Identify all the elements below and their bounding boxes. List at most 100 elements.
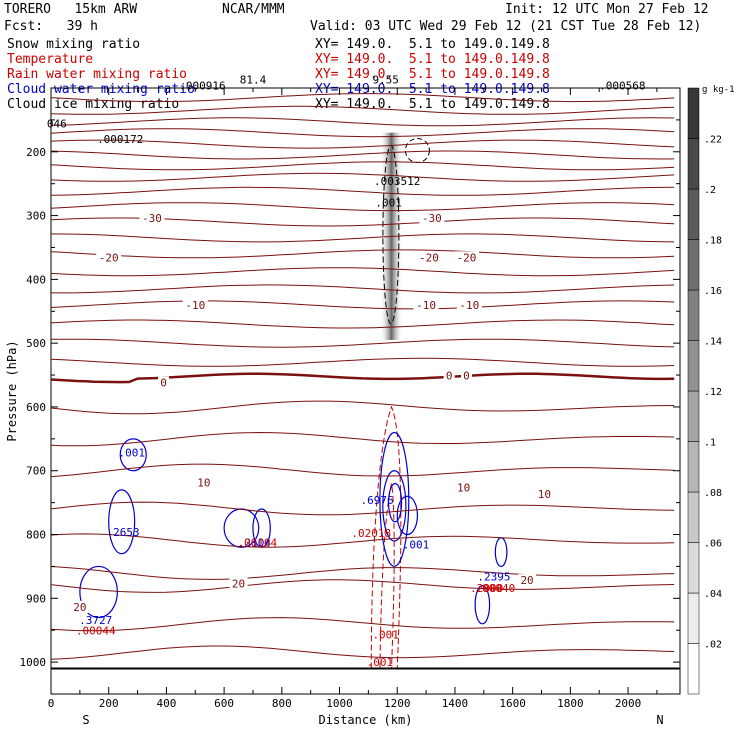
- freezing-level-line: [50, 372, 675, 384]
- max-value-label: .003512: [374, 175, 420, 188]
- temperature-label-bg: [158, 376, 170, 389]
- isotherm-line: [50, 400, 675, 415]
- isotherm-line: [50, 645, 675, 660]
- y-tick-label: 800: [26, 529, 46, 542]
- y-axis-label: Pressure (hPa): [5, 340, 19, 441]
- colorbar-tick-label: .2: [704, 185, 716, 196]
- isotherm-line: [50, 186, 675, 196]
- isotherm-line: [50, 117, 675, 127]
- colorbar-segment: [687, 340, 700, 392]
- max-value-label: .6976: [360, 494, 393, 507]
- temperature-label: 10: [197, 476, 210, 489]
- field-name-snow: Snow mixing ratio: [7, 37, 141, 52]
- field-xy-snow: XY= 149.0. 5.1 to 149.0.149.8: [315, 37, 550, 52]
- cloud-water-contour: [396, 495, 419, 536]
- colorbar-segment: [687, 138, 700, 190]
- y-tick-label: 900: [26, 592, 46, 605]
- temperature-label-bg: [454, 481, 473, 494]
- colorbar-segment: [687, 188, 700, 240]
- colorbar-segment: [687, 87, 700, 139]
- max-value-label: .00044: [76, 625, 116, 638]
- x-tick-label: 600: [214, 697, 234, 710]
- cloud-water-contour: [474, 584, 491, 625]
- field-name-cloud-water: Cloud water mixing ratio: [7, 82, 195, 97]
- max-value-label: .000172: [97, 133, 143, 146]
- max-value-label: .001: [403, 539, 430, 552]
- field-name-cloud-ice: Cloud ice mixing ratio: [7, 97, 180, 112]
- colorbar-segment: [687, 441, 700, 493]
- cloud-ice-contour: [404, 138, 430, 164]
- temperature-label: 0: [160, 376, 167, 389]
- temperature-label: 10: [457, 482, 470, 495]
- colorbar-tick-label: .22: [704, 135, 722, 146]
- organization-label: NCAR/MMM: [222, 2, 285, 17]
- max-value-label: .001: [375, 197, 402, 210]
- isotherm-line: [50, 617, 675, 632]
- rain-water-contour: [370, 405, 402, 669]
- y-tick-label: 600: [26, 401, 46, 414]
- isotherm-line: [51, 284, 675, 294]
- max-value-label: .2104: [238, 537, 271, 550]
- colorbar-tick-label: .08: [704, 488, 722, 499]
- isotherm-line: [50, 172, 675, 182]
- isotherm-line: [50, 128, 675, 138]
- temperature-label: 20: [520, 574, 533, 587]
- field-name-temperature: Temperature: [7, 52, 94, 67]
- rain-water-contour: [379, 483, 395, 669]
- x-end-label-north: N: [656, 713, 663, 727]
- temperature-label-bg: [139, 211, 165, 224]
- max-value-label: .000568: [599, 79, 645, 92]
- field-name-rain: Rain water mixing ratio: [7, 67, 188, 82]
- model-title: TORERO 15km ARW: [4, 2, 138, 17]
- temperature-label-bg: [518, 574, 537, 587]
- x-tick-label: 1800: [557, 697, 584, 710]
- isotherm-line: [50, 161, 675, 171]
- max-value-label: .000916: [179, 79, 225, 92]
- max-value-label: .2000: [470, 582, 503, 595]
- colorbar-segment: [687, 390, 700, 442]
- cloud-water-contour: [494, 537, 508, 568]
- x-end-label-south: S: [82, 713, 89, 727]
- colorbar-units: g kg-1: [702, 85, 735, 95]
- x-tick-label: 200: [99, 697, 119, 710]
- max-value-label: 9.55: [372, 74, 399, 87]
- cloud-water-contour: [119, 438, 147, 472]
- isotherm-line: [50, 105, 675, 115]
- x-tick-label: 1400: [442, 697, 469, 710]
- temperature-label-bg: [416, 251, 442, 264]
- field-xy-rain: XY= 149.0. 5.1 to 149.0.149.8: [315, 67, 550, 82]
- max-value-label: 81.4: [240, 74, 267, 87]
- isotherm-line: [50, 202, 675, 212]
- temperature-label-bg: [419, 211, 445, 224]
- colorbar-segment: [687, 542, 700, 594]
- temperature-label-bg: [194, 476, 213, 489]
- temperature-label: -10: [459, 299, 479, 312]
- temperature-label: 10: [538, 488, 551, 501]
- colorbar-tick-label: .18: [704, 236, 722, 247]
- max-value-label: .001: [367, 656, 394, 669]
- isotherm-line: [50, 233, 675, 243]
- temperature-label-bg: [70, 600, 89, 613]
- cloud-water-contour: [387, 482, 403, 523]
- isotherm-line: [50, 579, 675, 593]
- isotherm-line: [50, 150, 675, 160]
- max-value-label: .00104: [237, 537, 277, 550]
- temperature-label: -10: [185, 299, 205, 312]
- max-value-label: .3727: [79, 614, 112, 627]
- temperature-label: -10: [416, 299, 436, 312]
- colorbar-segment: [687, 592, 700, 644]
- colorbar-tick-label: .1: [704, 438, 716, 449]
- max-value-label: .02018: [351, 527, 391, 540]
- y-tick-label: 200: [26, 146, 46, 159]
- plot-frame: [50, 87, 681, 695]
- cloud-water-contour: [382, 470, 407, 542]
- colorbar-segment: [687, 289, 700, 341]
- temperature-label-bg: [535, 487, 554, 500]
- temperature-label: 20: [73, 601, 86, 614]
- temperature-label-bg: [453, 251, 479, 264]
- x-tick-label: 800: [272, 697, 292, 710]
- max-value-label: .001: [119, 447, 146, 460]
- temperature-label-bg: [456, 299, 482, 312]
- isotherm-line: [50, 463, 675, 478]
